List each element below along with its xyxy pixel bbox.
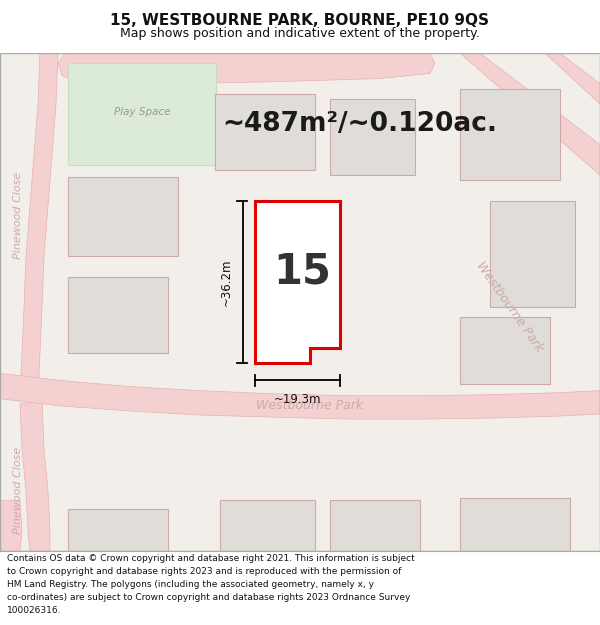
Text: 15: 15 [274, 251, 331, 292]
Text: 15, WESTBOURNE PARK, BOURNE, PE10 9QS: 15, WESTBOURNE PARK, BOURNE, PE10 9QS [110, 13, 490, 28]
Text: ~36.2m: ~36.2m [220, 258, 233, 306]
Polygon shape [0, 53, 58, 397]
Bar [68, 277, 168, 353]
Bar [490, 201, 575, 308]
Text: Westbourne Park: Westbourne Park [474, 259, 546, 355]
Polygon shape [58, 53, 435, 84]
Bar [330, 501, 420, 551]
Polygon shape [20, 401, 50, 551]
Bar [460, 498, 570, 551]
Text: Map shows position and indicative extent of the property.: Map shows position and indicative extent… [120, 27, 480, 40]
Bar [68, 63, 216, 165]
Polygon shape [0, 501, 22, 551]
Text: Westbourne Park: Westbourne Park [256, 399, 364, 412]
Bar [460, 318, 550, 384]
Bar [68, 177, 178, 256]
Polygon shape [430, 53, 600, 175]
Text: Pinewood Close: Pinewood Close [13, 447, 23, 534]
Text: 100026316.: 100026316. [7, 606, 62, 615]
Bar [215, 94, 315, 170]
Bar [220, 501, 315, 551]
Polygon shape [0, 373, 600, 419]
Polygon shape [255, 201, 340, 363]
Text: HM Land Registry. The polygons (including the associated geometry, namely x, y: HM Land Registry. The polygons (includin… [7, 580, 374, 589]
Text: ~487m²/~0.120ac.: ~487m²/~0.120ac. [223, 111, 497, 138]
Text: co-ordinates) are subject to Crown copyright and database rights 2023 Ordnance S: co-ordinates) are subject to Crown copyr… [7, 593, 410, 602]
Text: Pinewood Close: Pinewood Close [13, 172, 23, 259]
Text: Contains OS data © Crown copyright and database right 2021. This information is : Contains OS data © Crown copyright and d… [7, 554, 415, 563]
Text: ~19.3m: ~19.3m [274, 392, 321, 406]
Bar [330, 99, 415, 175]
Text: to Crown copyright and database rights 2023 and is reproduced with the permissio: to Crown copyright and database rights 2… [7, 567, 401, 576]
Text: Play Space: Play Space [113, 107, 170, 117]
Bar [460, 89, 560, 180]
Polygon shape [510, 53, 600, 104]
Bar [68, 509, 168, 551]
